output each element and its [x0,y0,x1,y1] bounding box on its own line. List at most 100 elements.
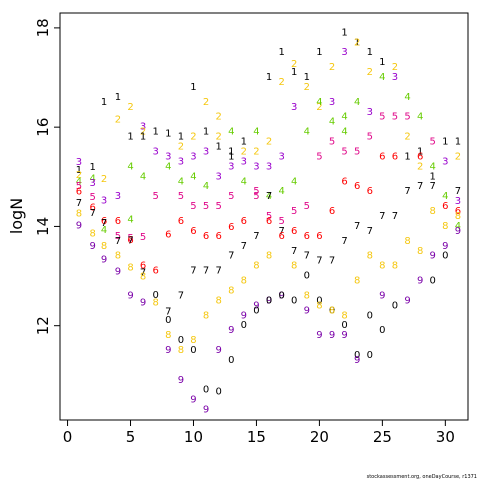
data-point: 5 [329,137,335,148]
data-point: 6 [241,216,247,227]
data-point: 5 [430,137,436,148]
data-point: 9 [442,241,448,252]
data-point: 2 [455,151,461,162]
data-point: 7 [341,236,347,247]
data-point: 3 [115,191,121,202]
data-point: 4 [278,186,284,197]
data-point: 7 [354,221,360,232]
data-point: 9 [165,345,171,356]
data-point: 9 [241,310,247,321]
data-point: 5 [367,132,373,143]
x-tick-label: 15 [247,428,266,446]
data-point: 3 [442,156,448,167]
data-point: 5 [278,216,284,227]
data-point: 8 [392,261,398,272]
data-point: 7 [430,181,436,192]
data-point: 8 [442,221,448,232]
data-point: 5 [115,231,121,242]
data-point: 0 [291,295,297,306]
data-point: 0 [266,295,272,306]
data-point: 9 [127,290,133,301]
data-point: 7 [228,251,234,262]
data-point: 7 [165,306,171,317]
data-point: 6 [341,176,347,187]
data-point: 4 [266,191,272,202]
data-point: 2 [241,146,247,157]
data-point: 4 [316,97,322,108]
data-point: 9 [341,330,347,341]
data-point: 3 [90,178,96,189]
data-point: 3 [278,151,284,162]
x-tick-label: 20 [310,428,329,446]
data-point: 3 [367,107,373,118]
data-point: 8 [101,241,107,252]
x-tick-label: 30 [436,428,455,446]
data-point: 6 [165,229,171,240]
data-point: 4 [228,127,234,138]
data-point: 5 [203,201,209,212]
data-point: 9 [266,295,272,306]
data-point: 9 [404,295,410,306]
data-point: 5 [379,112,385,123]
data-point: 6 [304,231,310,242]
data-point: 7 [392,211,398,222]
data-point: 2 [115,115,121,126]
data-point: 4 [442,191,448,202]
data-point: 7 [316,256,322,267]
data-point: 4 [203,181,209,192]
data-point: 7 [90,208,96,219]
data-point: 5 [76,181,82,192]
data-point: 8 [127,263,133,274]
plot-frame [59,12,469,421]
data-point: 1 [291,67,297,78]
data-point: 6 [140,261,146,272]
data-point: 8 [203,310,209,321]
data-point: 9 [455,226,461,237]
data-point: 8 [253,261,259,272]
data-point: 6 [455,206,461,217]
data-point: 3 [165,151,171,162]
data-point: 1 [165,129,171,140]
data-point: 8 [329,305,335,316]
data-point: 1 [404,151,410,162]
data-point: 6 [354,181,360,192]
data-point: 9 [203,405,209,416]
data-point: 8 [228,285,234,296]
data-point: 6 [392,151,398,162]
data-point: 6 [190,226,196,237]
data-point: 8 [215,295,221,306]
data-point: 1 [115,92,121,103]
data-point: 1 [153,127,159,138]
data-point: 5 [316,151,322,162]
data-point: 5 [215,201,221,212]
data-point: 0 [203,385,209,396]
data-point: 7 [417,181,423,192]
data-point: 6 [278,231,284,242]
data-point: 7 [215,266,221,277]
data-point: 7 [178,290,184,301]
data-point: 8 [153,297,159,308]
data-point: 8 [455,211,461,222]
data-point: 4 [127,161,133,172]
data-point: 1 [228,146,234,157]
data-point: 9 [417,276,423,287]
data-point: 9 [316,330,322,341]
y-axis: 12 14 16 18 [34,18,61,335]
data-point: 2 [392,62,398,73]
data-point: 8 [316,300,322,311]
data-point: 2 [140,127,146,138]
data-point: 7 [278,226,284,237]
data-point: 1 [278,47,284,58]
data-point: 0 [253,305,259,316]
data-point: 2 [329,62,335,73]
data-point: 9 [430,251,436,262]
data-point: 5 [291,206,297,217]
data-point: 7 [76,198,82,209]
data-point: 8 [304,290,310,301]
data-point: 6 [127,235,133,246]
data-point: 1 [127,132,133,143]
data-point: 4 [101,225,107,236]
data-point: 4 [190,171,196,182]
data-point: 4 [354,97,360,108]
